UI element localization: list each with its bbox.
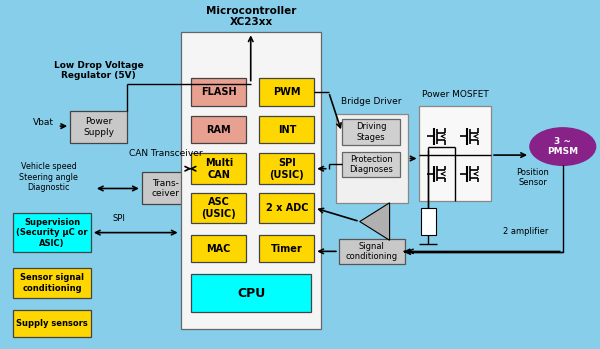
Polygon shape	[360, 203, 389, 240]
Text: SPI
(USIC): SPI (USIC)	[269, 158, 304, 179]
Text: Signal
conditioning: Signal conditioning	[346, 242, 398, 261]
Text: Bridge Driver: Bridge Driver	[341, 97, 402, 106]
Text: Sensor signal
conditioning: Sensor signal conditioning	[20, 273, 84, 292]
Text: Low Drop Voltage
Regulator (5V): Low Drop Voltage Regulator (5V)	[54, 61, 143, 80]
Text: 2 x ADC: 2 x ADC	[266, 203, 308, 213]
Bar	[181, 32, 321, 329]
Text: PWM: PWM	[273, 87, 301, 97]
Bar	[191, 193, 246, 223]
Text: 3 ~
PMSM: 3 ~ PMSM	[547, 137, 578, 156]
Text: Protection
Diagnoses: Protection Diagnoses	[349, 155, 393, 174]
Circle shape	[530, 128, 596, 165]
Text: Power MOSFET: Power MOSFET	[422, 90, 488, 99]
Text: Vehicle speed
Steering angle
Diagnostic: Vehicle speed Steering angle Diagnostic	[19, 162, 78, 192]
Bar	[191, 274, 311, 312]
Bar	[70, 111, 127, 143]
Text: Driving
Stages: Driving Stages	[356, 122, 386, 142]
Bar	[142, 172, 190, 205]
Bar	[191, 235, 246, 262]
Bar	[191, 79, 246, 106]
Bar	[419, 106, 491, 201]
Bar	[191, 116, 246, 143]
Text: CAN Transceiver: CAN Transceiver	[129, 149, 202, 158]
Text: Power
Supply: Power Supply	[83, 117, 114, 137]
Text: Position
Sensor: Position Sensor	[517, 168, 550, 187]
Text: FLASH: FLASH	[201, 87, 236, 97]
Text: 2 amplifier: 2 amplifier	[503, 227, 548, 236]
Text: INT: INT	[278, 125, 296, 134]
Bar	[339, 239, 404, 264]
Bar	[259, 79, 314, 106]
Text: Timer: Timer	[271, 244, 303, 254]
Text: MAC: MAC	[206, 244, 231, 254]
Bar	[421, 208, 436, 235]
Text: Multi
CAN: Multi CAN	[205, 158, 233, 179]
Bar	[342, 152, 400, 177]
Text: Supervision
(Security μC or
ASIC): Supervision (Security μC or ASIC)	[16, 218, 88, 247]
Text: SPI: SPI	[112, 214, 125, 223]
Text: Trans-
ceiver: Trans- ceiver	[152, 179, 179, 198]
Bar	[342, 119, 400, 145]
Bar	[13, 268, 91, 298]
Bar	[336, 114, 407, 203]
Bar	[259, 235, 314, 262]
Text: Vbat: Vbat	[33, 118, 54, 127]
Text: RAM: RAM	[206, 125, 231, 134]
Text: Microcontroller
XC23xx: Microcontroller XC23xx	[206, 6, 296, 27]
Bar	[13, 213, 91, 252]
Text: ASC
(USIC): ASC (USIC)	[202, 197, 236, 219]
Bar	[13, 310, 91, 337]
Bar	[259, 154, 314, 184]
Text: CPU: CPU	[237, 287, 265, 299]
Bar	[191, 154, 246, 184]
Bar	[259, 193, 314, 223]
Text: Supply sensors: Supply sensors	[16, 319, 88, 328]
Bar	[259, 116, 314, 143]
